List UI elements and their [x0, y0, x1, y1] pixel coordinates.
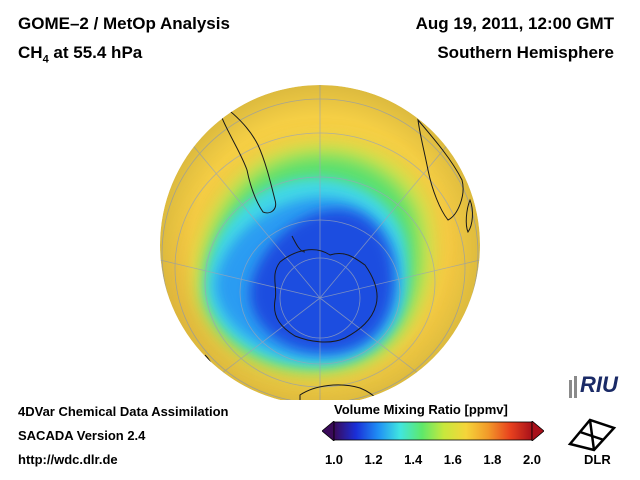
- colorbar-tick-label: 1.0: [324, 452, 344, 467]
- colorbar-gradient: [333, 421, 533, 441]
- globe-shading: [160, 85, 480, 400]
- map-subtitle: CH4 at 55.4 hPa: [18, 43, 142, 65]
- colorbar: [322, 421, 544, 441]
- colorbar-tick-label: 1.6: [443, 452, 462, 467]
- region-label: Southern Hemisphere: [437, 43, 614, 62]
- colorbar-tick-label: 2.0: [522, 452, 542, 467]
- species-subscript: 4: [42, 53, 49, 66]
- riu-logo: RIU: [580, 372, 618, 397]
- colorbar-tick-label: 1.2: [364, 452, 383, 467]
- riu-logo-mark: [569, 376, 577, 398]
- dlr-logo-text: DLR: [584, 452, 611, 467]
- map-title: GOME–2 / MetOp Analysis: [18, 14, 230, 33]
- credit-line-2: SACADA Version 2.4: [18, 428, 146, 443]
- colorbar-high-arrow: [531, 421, 544, 441]
- credit-line-1: 4DVar Chemical Data Assimilation: [18, 404, 229, 419]
- analysis-date: Aug 19, 2011, 12:00 GMT: [415, 14, 614, 33]
- dlr-logo-mark: [567, 418, 617, 452]
- credit-url: http://wdc.dlr.de: [18, 452, 118, 467]
- colorbar-low-arrow: [322, 421, 335, 441]
- colorbar-tick-label: 1.4: [404, 452, 423, 467]
- colorbar-tick-label: 1.8: [483, 452, 502, 467]
- species-suffix: at 55.4 hPa: [48, 43, 143, 62]
- globe-map: [160, 85, 480, 400]
- colorbar-title: Volume Mixing Ratio [ppmv]: [334, 402, 508, 417]
- species-prefix: CH: [18, 43, 43, 62]
